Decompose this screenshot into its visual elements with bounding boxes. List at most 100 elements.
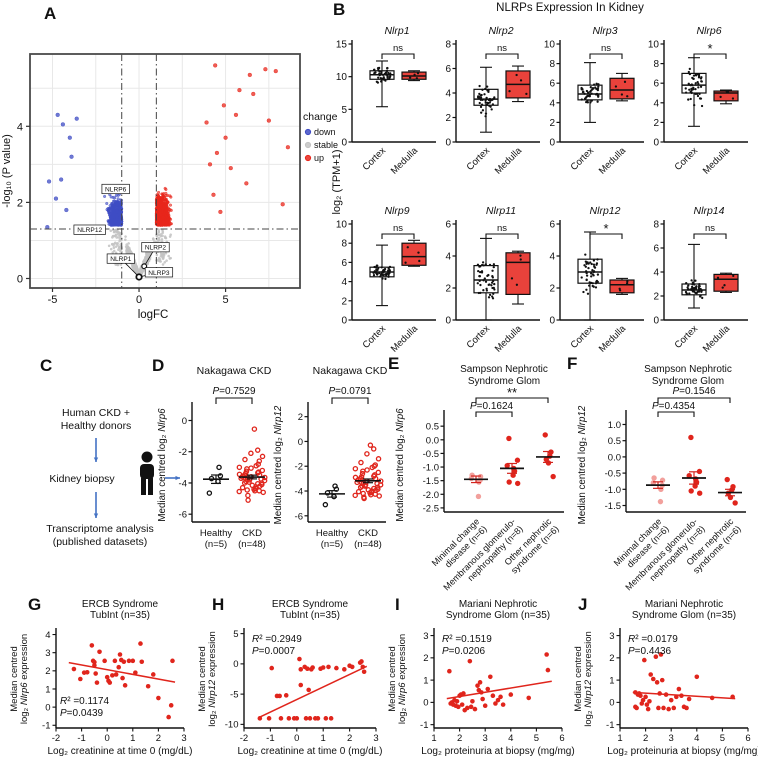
svg-text:Cortex: Cortex	[465, 323, 493, 351]
svg-text:ns: ns	[393, 223, 403, 234]
svg-text:1: 1	[617, 733, 622, 744]
svg-text:0: 0	[298, 437, 303, 448]
svg-text:2: 2	[643, 733, 648, 744]
svg-text:0.0: 0.0	[426, 435, 439, 446]
svg-text:4: 4	[549, 252, 555, 263]
svg-text:0.5: 0.5	[608, 436, 621, 447]
svg-text:Healthy donors: Healthy donors	[61, 420, 132, 432]
svg-text:Median centred: Median centred	[573, 646, 584, 711]
svg-text:6: 6	[653, 244, 659, 255]
svg-text:4: 4	[508, 733, 513, 744]
svg-text:Transcriptome analysis: Transcriptome analysis	[46, 523, 154, 535]
svg-text:4: 4	[17, 121, 23, 133]
svg-text:Human CKD +: Human CKD +	[62, 407, 130, 419]
svg-text:Medulla: Medulla	[493, 323, 525, 355]
svg-text:Nakagawa CKD: Nakagawa CKD	[197, 365, 272, 377]
svg-text:Median centred: Median centred	[197, 646, 208, 711]
svg-text:-1.0: -1.0	[423, 463, 439, 474]
svg-text:P=0.4436: P=0.4436	[628, 646, 672, 657]
svg-text:P=0.0791: P=0.0791	[328, 386, 372, 397]
svg-text:-1: -1	[42, 721, 50, 732]
svg-text:Nlrp9: Nlrp9	[384, 205, 409, 217]
svg-text:-2.0: -2.0	[423, 490, 439, 501]
svg-text:ns: ns	[705, 223, 715, 234]
svg-text:CKD: CKD	[358, 528, 378, 539]
svg-text:10: 10	[544, 40, 556, 51]
svg-text:2: 2	[549, 284, 555, 295]
svg-text:2: 2	[549, 118, 555, 129]
svg-text:Cortex: Cortex	[673, 145, 701, 173]
svg-text:8: 8	[653, 59, 659, 70]
svg-text:1: 1	[431, 733, 436, 744]
svg-text:Medulla: Medulla	[701, 323, 733, 355]
svg-text:Log₂ creatinine at time 0 (mg/: Log₂ creatinine at time 0 (mg/dL)	[47, 746, 192, 757]
svg-text:Median centred: Median centred	[387, 646, 398, 711]
svg-text:-1.0: -1.0	[605, 485, 621, 496]
svg-text:8: 8	[341, 239, 347, 250]
svg-text:Cortex: Cortex	[361, 145, 389, 173]
svg-text:NLRP1: NLRP1	[110, 256, 132, 263]
svg-text:5: 5	[233, 629, 238, 640]
svg-text:-1: -1	[420, 720, 428, 731]
svg-text:Nlrp11: Nlrp11	[486, 205, 516, 217]
svg-text:0: 0	[105, 733, 110, 744]
svg-text:5: 5	[341, 105, 347, 116]
svg-text:5: 5	[720, 733, 725, 744]
svg-text:Median centred: Median centred	[9, 646, 20, 711]
svg-text:2: 2	[45, 666, 50, 677]
svg-text:3: 3	[373, 733, 378, 744]
svg-text:Cortex: Cortex	[361, 323, 389, 351]
svg-text:-5: -5	[48, 294, 58, 306]
svg-text:ns: ns	[497, 223, 507, 234]
svg-text:8: 8	[549, 59, 555, 70]
svg-text:2: 2	[653, 292, 659, 303]
panel-label-h: H	[212, 595, 225, 614]
study-flowchart: Human CKD +Healthy donors Kidney biopsy Tr…	[46, 407, 180, 548]
svg-text:0: 0	[45, 702, 50, 713]
person-icon	[140, 451, 154, 495]
svg-text:1: 1	[130, 733, 135, 744]
volcano-points	[45, 63, 290, 280]
svg-text:6: 6	[445, 64, 451, 75]
svg-text:0: 0	[341, 316, 347, 327]
svg-text:(n=5): (n=5)	[205, 539, 227, 550]
svg-text:NLRP6: NLRP6	[105, 186, 127, 193]
svg-text:-2: -2	[52, 733, 60, 744]
svg-text:-log₁₀ (P value): -log₁₀ (P value)	[1, 134, 13, 208]
svg-text:P=0.0439: P=0.0439	[60, 708, 104, 719]
panel-label-j: J	[578, 595, 588, 614]
svg-text:log₂ Nlrp12 expression: log₂ Nlrp12 expression	[207, 631, 218, 727]
svg-text:6: 6	[559, 733, 564, 744]
svg-text:8: 8	[653, 220, 659, 231]
svg-text:2: 2	[423, 653, 428, 664]
svg-text:2: 2	[457, 733, 462, 744]
svg-text:4: 4	[653, 98, 659, 109]
svg-text:Median centred log₂ Nlrp12: Median centred log₂ Nlrp12	[273, 405, 284, 524]
svg-text:0: 0	[653, 138, 659, 149]
svg-text:-1.5: -1.5	[605, 501, 621, 512]
svg-text:-6: -6	[295, 511, 303, 522]
svg-text:-2: -2	[240, 733, 248, 744]
svg-text:log₂ Nlrp12 expression: log₂ Nlrp12 expression	[583, 631, 594, 727]
svg-text:1: 1	[321, 733, 326, 744]
svg-text:Syndrome Glom (n=35): Syndrome Glom (n=35)	[632, 610, 736, 621]
svg-text:R² =0.2949: R² =0.2949	[252, 634, 302, 645]
svg-text:8: 8	[445, 40, 451, 51]
svg-text:1.0: 1.0	[608, 420, 621, 431]
svg-text:Syndrome Glom: Syndrome Glom	[468, 376, 540, 387]
svg-text:Nlrp6: Nlrp6	[696, 25, 721, 37]
svg-text:ns: ns	[497, 43, 507, 54]
svg-text:Nlrp2: Nlrp2	[488, 25, 513, 37]
svg-text:Medulla: Medulla	[389, 145, 421, 177]
svg-text:Nlrp12: Nlrp12	[590, 205, 621, 217]
svg-text:CKD: CKD	[242, 528, 262, 539]
svg-text:4: 4	[45, 630, 50, 641]
svg-text:2: 2	[445, 113, 451, 124]
svg-text:P=0.1624: P=0.1624	[470, 401, 514, 412]
svg-text:-1.5: -1.5	[423, 476, 439, 487]
svg-text:5: 5	[534, 733, 539, 744]
panel-label-e: E	[388, 354, 400, 373]
